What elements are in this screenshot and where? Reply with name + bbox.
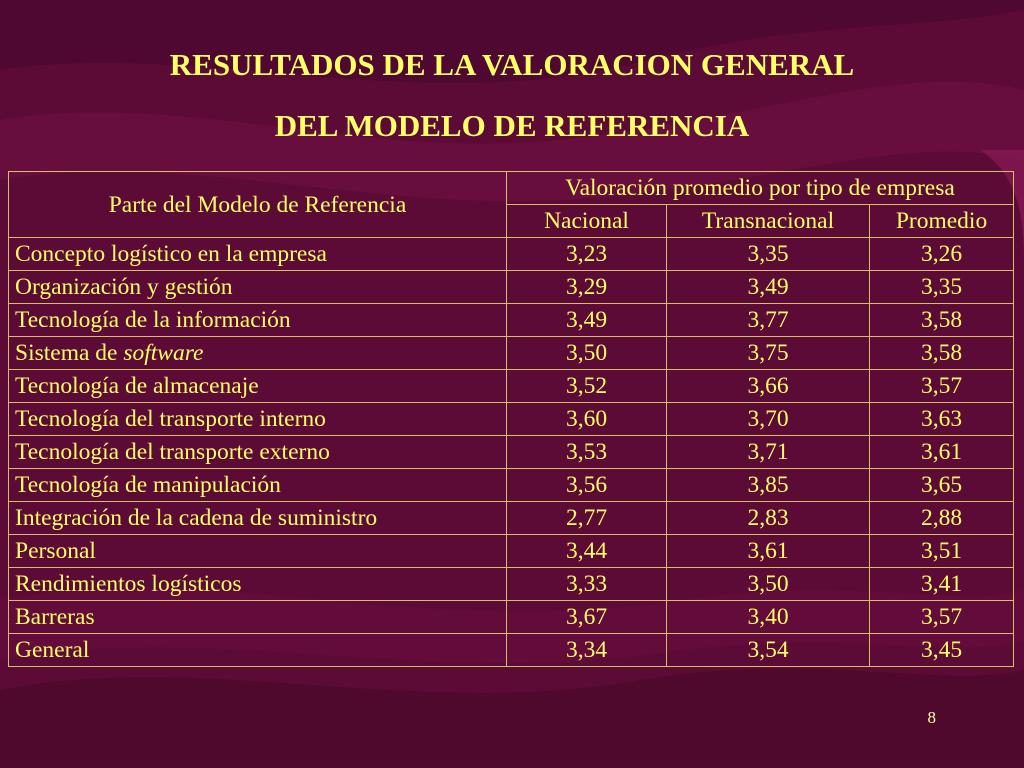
row-label: Concepto logístico en la empresa [8, 237, 507, 271]
cell-transnacional: 3,70 [666, 402, 870, 436]
row-label-text: Concepto logístico en la empresa [15, 241, 327, 267]
slide-title-line2: DEL MODELO DE REFERENCIA [274, 108, 750, 143]
header-part: Parte del Modelo de Referencia [8, 171, 507, 238]
cell-nacional: 3,44 [506, 534, 667, 568]
row-label-text: Sistema de [15, 340, 124, 366]
header-promedio: Promedio [868, 204, 1015, 238]
row-label-text: Integración de la cadena de suministro [15, 505, 378, 531]
cell-transnacional: 3,50 [666, 567, 870, 601]
cell-transnacional: 2,83 [666, 501, 870, 535]
cell-nacional: 3,29 [506, 270, 667, 304]
table-row: Tecnología de manipulación 3,56 3,85 3,65 [8, 468, 1015, 502]
row-label: Personal [8, 534, 507, 568]
row-label: General [8, 633, 507, 667]
cell-promedio: 3,65 [868, 468, 1015, 502]
cell-nacional: 3,56 [506, 468, 667, 502]
row-label-text: Barreras [15, 604, 95, 630]
cell-nacional: 3,60 [506, 402, 667, 436]
cell-promedio: 3,61 [868, 435, 1015, 469]
row-label-text: Tecnología del transporte interno [15, 406, 326, 432]
row-label-text: General [15, 637, 90, 663]
row-label-text: Tecnología de la información [15, 307, 291, 333]
table-row: Concepto logístico en la empresa 3,23 3,35… [8, 237, 1015, 271]
cell-nacional: 3,33 [506, 567, 667, 601]
row-label: Integración de la cadena de suministro [8, 501, 507, 535]
cell-transnacional: 3,75 [666, 336, 870, 370]
table-row: Rendimientos logísticos 3,33 3,50 3,41 [8, 567, 1015, 601]
cell-nacional: 3,52 [506, 369, 667, 403]
cell-promedio: 3,57 [868, 600, 1015, 634]
cell-transnacional: 3,71 [666, 435, 870, 469]
table-row: Organización y gestión 3,29 3,49 3,35 [8, 270, 1015, 304]
results-table: Parte del Modelo de Referencia Valoració… [8, 171, 1015, 667]
row-label: Organización y gestión [8, 270, 507, 304]
cell-transnacional: 3,77 [666, 303, 870, 337]
row-label-text: Personal [15, 538, 96, 564]
cell-nacional: 3,53 [506, 435, 667, 469]
cell-transnacional: 3,49 [666, 270, 870, 304]
cell-promedio: 3,35 [868, 270, 1015, 304]
row-label: Tecnología de almacenaje [8, 369, 507, 403]
cell-promedio: 3,26 [868, 237, 1015, 271]
cell-nacional: 3,23 [506, 237, 667, 271]
row-label-text: Tecnología de manipulación [15, 472, 281, 498]
row-label-text: Tecnología del transporte externo [15, 439, 330, 465]
cell-promedio: 3,58 [868, 336, 1015, 370]
row-label-text: Tecnología de almacenaje [15, 373, 259, 399]
header-group: Valoración promedio por tipo de empresa [505, 171, 1015, 205]
table-row: Tecnología del transporte externo 3,53 3,7… [8, 435, 1015, 469]
row-label: Tecnología del transporte externo [8, 435, 507, 469]
cell-promedio: 3,58 [868, 303, 1015, 337]
cell-transnacional: 3,40 [666, 600, 870, 634]
cell-nacional: 3,50 [506, 336, 667, 370]
table-row: Integración de la cadena de suministro 2,… [8, 501, 1015, 535]
cell-nacional: 3,49 [506, 303, 667, 337]
row-label: Tecnología del transporte interno [8, 402, 507, 436]
table-row: Tecnología de almacenaje 3,52 3,66 3,57 [8, 369, 1015, 403]
header-nacional: Nacional [506, 204, 667, 238]
cell-nacional: 3,34 [506, 633, 667, 667]
table-row: General 3,34 3,54 3,45 [8, 633, 1015, 667]
row-label-text: Rendimientos logísticos [15, 571, 242, 597]
row-label: Tecnología de manipulación [8, 468, 507, 502]
row-label: Tecnología de la información [8, 303, 507, 337]
row-label-text: Organización y gestión [15, 274, 233, 300]
table-row: Tecnología del transporte interno 3,60 3,7… [8, 402, 1015, 436]
cell-promedio: 3,63 [868, 402, 1015, 436]
cell-transnacional: 3,61 [666, 534, 870, 568]
table-row: Barreras 3,67 3,40 3,57 [8, 600, 1015, 634]
cell-transnacional: 3,35 [666, 237, 870, 271]
cell-promedio: 3,57 [868, 369, 1015, 403]
table-row: Sistema de software 3,50 3,75 3,58 [8, 336, 1015, 370]
row-label: Rendimientos logísticos [8, 567, 507, 601]
cell-promedio: 3,41 [868, 567, 1015, 601]
table-subheader-row: Nacional Transnacional Promedio [9, 204, 1015, 238]
row-label: Barreras [8, 600, 507, 634]
row-label-italic: software [123, 340, 204, 366]
cell-transnacional: 3,66 [666, 369, 870, 403]
row-label: Sistema de software [8, 336, 507, 370]
table-row: Tecnología de la información 3,49 3,77 3,58 [8, 303, 1015, 337]
cell-transnacional: 3,85 [666, 468, 870, 502]
cell-nacional: 2,77 [506, 501, 667, 535]
table-row: Personal 3,44 3,61 3,51 [8, 534, 1015, 568]
page-number: 8 [927, 708, 937, 727]
slide-title-line1: RESULTADOS DE LA VALORACION GENERAL [169, 47, 855, 82]
cell-transnacional: 3,54 [666, 633, 870, 667]
cell-promedio: 3,45 [868, 633, 1015, 667]
table-header-row: Parte del Modelo de Referencia Valoració… [8, 171, 1015, 238]
header-transnacional: Transnacional [666, 204, 870, 238]
cell-promedio: 3,51 [868, 534, 1015, 568]
cell-nacional: 3,67 [506, 600, 667, 634]
cell-promedio: 2,88 [868, 501, 1015, 535]
